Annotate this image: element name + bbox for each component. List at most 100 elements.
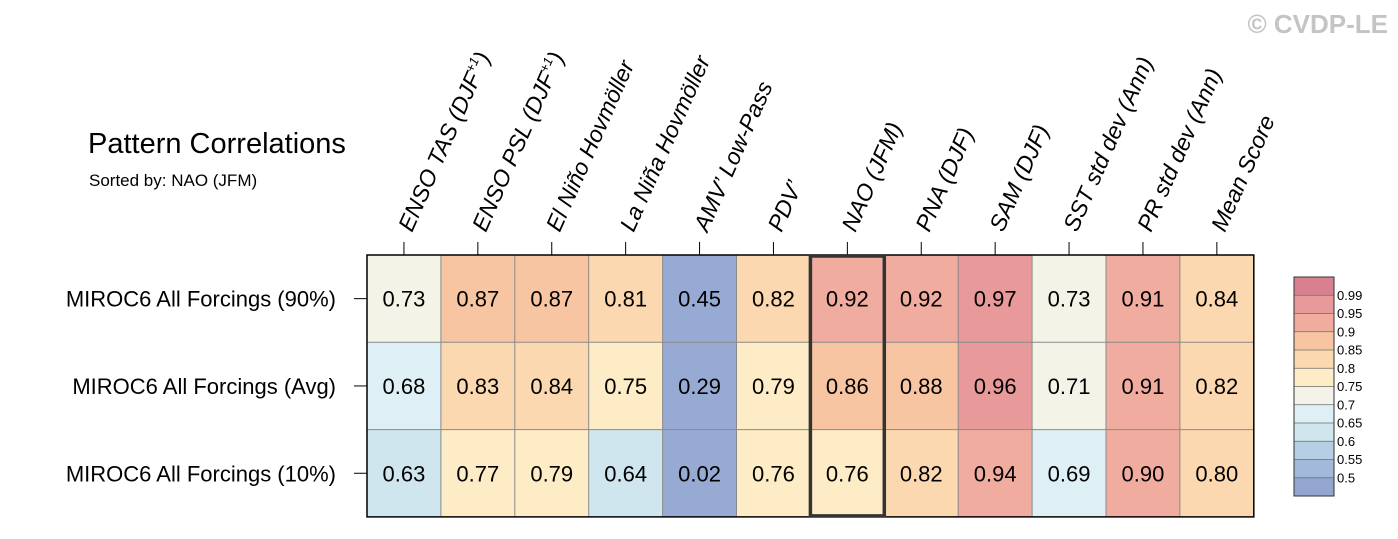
cell-value-label: 0.73 — [383, 287, 426, 312]
column-label-text: PDV’ — [762, 176, 807, 235]
cell-value-label: 0.82 — [900, 461, 943, 486]
colorbar-swatch — [1294, 404, 1334, 424]
heatmap-cell — [1106, 429, 1181, 518]
heatmap-cell — [1032, 255, 1107, 343]
heatmap-cell — [1179, 342, 1255, 431]
cell-value-label: 0.91 — [1122, 374, 1165, 399]
colorbar-level-label: 0.99 — [1337, 288, 1362, 303]
colorbar-swatch — [1294, 441, 1334, 460]
cell-value-label: 0.76 — [826, 461, 869, 486]
heatmap-cells — [367, 255, 1255, 518]
cell-value-label: 0.69 — [1048, 461, 1091, 486]
cell-value-label: 0.84 — [530, 374, 573, 399]
heatmap-cell — [662, 429, 737, 518]
row-label: MIROC6 All Forcings (10%) — [66, 461, 336, 486]
cell-value-label: 0.96 — [974, 374, 1017, 399]
heatmap-cell — [662, 255, 737, 343]
colorbar-swatch — [1294, 331, 1334, 351]
heatmap-cell — [736, 342, 811, 431]
cell-value-label: 0.90 — [1122, 461, 1165, 486]
cell-value-label: 0.02 — [678, 461, 721, 486]
cell-value-label: 0.81 — [604, 287, 647, 312]
heatmap-cell — [884, 255, 959, 343]
cell-value-label: 0.92 — [900, 287, 943, 312]
chart-subtitle: Sorted by: NAO (JFM) — [89, 171, 257, 190]
colorbar: 0.99 0.95 0.9 0.85 0.8 0.75 0.7 0.65 0.6 0.55 0.5 — [1293, 276, 1362, 497]
chart-title: Pattern Correlations — [88, 128, 346, 160]
cell-value-label: 0.92 — [826, 287, 869, 312]
cell-value-label: 0.45 — [678, 287, 721, 312]
heatmap-cell — [1179, 429, 1255, 518]
heatmap-cell — [514, 255, 590, 343]
heatmap-cell — [588, 342, 664, 431]
colorbar-level-label: 0.65 — [1337, 416, 1362, 431]
cell-value-label: 0.87 — [456, 287, 499, 312]
heatmap-cell — [958, 342, 1033, 431]
cell-value-label: 0.84 — [1195, 287, 1238, 312]
column-label-text: AMV’ Low-Pass — [688, 77, 778, 237]
heatmap-cell — [440, 255, 516, 343]
heatmap-cell — [367, 429, 442, 518]
column-label-text: PNA (DJF) — [910, 124, 979, 235]
colorbar-level-label: 0.5 — [1337, 470, 1355, 485]
cell-value-label: 0.88 — [900, 374, 943, 399]
colorbar-swatch — [1294, 350, 1334, 369]
heatmap-cell — [588, 429, 664, 518]
cell-value-label: 0.64 — [604, 461, 647, 486]
colorbar-level-label: 0.9 — [1337, 324, 1355, 339]
row-label: MIROC6 All Forcings (90%) — [66, 287, 336, 312]
colorbar-level-label: 0.6 — [1337, 434, 1355, 449]
heatmap-cell — [884, 429, 959, 518]
column-label: AMV’ Low-Pass — [688, 77, 778, 237]
column-label: Mean Score — [1206, 111, 1280, 235]
heatmap-cell — [810, 342, 885, 431]
cell-value-label: 0.97 — [974, 287, 1017, 312]
heatmap-cell — [662, 342, 737, 431]
colorbar-level-label: 0.75 — [1337, 379, 1362, 394]
cell-value-label: 0.68 — [383, 374, 426, 399]
heatmap-cell — [1106, 255, 1181, 343]
column-label: PDV’ — [762, 176, 807, 235]
heatmap-cell — [958, 255, 1033, 343]
heatmap-cell — [736, 255, 811, 343]
row-labels: MIROC6 All Forcings (90%) MIROC6 All Forc… — [66, 287, 336, 487]
heatmap-cell — [810, 255, 885, 343]
cell-value-label: 0.73 — [1048, 287, 1091, 312]
colorbar-swatch — [1294, 459, 1334, 479]
heatmap-cell — [514, 429, 590, 518]
colorbar-swatch — [1294, 368, 1334, 387]
colorbar-level-label: 0.95 — [1337, 306, 1362, 321]
column-label-text: SAM (DJF) — [984, 121, 1054, 235]
watermark: © CVDP-LE — [1248, 9, 1389, 39]
heatmap-cell — [367, 342, 442, 431]
cell-value-label: 0.80 — [1195, 461, 1238, 486]
heatmap-cell — [736, 429, 811, 518]
column-label: PNA (DJF) — [910, 124, 979, 235]
cell-values: 0.73 0.87 0.87 0.81 0.45 0.82 0.92 0.92 0.97 0.73… — [383, 287, 1239, 487]
cell-value-label: 0.86 — [826, 374, 869, 399]
cell-value-label: 0.82 — [1195, 374, 1238, 399]
colorbar-swatch — [1294, 386, 1334, 406]
cell-value-label: 0.94 — [974, 461, 1017, 486]
colorbar-frame — [1293, 276, 1335, 497]
heatmap-cell — [588, 255, 664, 343]
colorbar-level-label: 0.85 — [1337, 343, 1362, 358]
colorbar-swatch — [1294, 477, 1334, 497]
heatmap-cell — [367, 255, 442, 343]
row-label: MIROC6 All Forcings (Avg) — [72, 374, 336, 399]
cell-value-label: 0.82 — [752, 287, 795, 312]
cell-value-label: 0.63 — [383, 461, 426, 486]
heatmap-cell — [514, 342, 590, 431]
cell-value-label: 0.29 — [678, 374, 721, 399]
colorbar-level-label: 0.7 — [1337, 397, 1355, 412]
heatmap-ticks — [354, 242, 1218, 474]
column-label-superscript: +1 — [536, 55, 556, 75]
cell-value-label: 0.79 — [530, 461, 573, 486]
cell-value-label: 0.77 — [456, 461, 499, 486]
column-label: NAO (JFM) — [836, 118, 907, 235]
heatmap-cell — [884, 342, 959, 431]
heatmap-cell — [1032, 342, 1107, 431]
colorbar-swatch — [1294, 423, 1334, 442]
